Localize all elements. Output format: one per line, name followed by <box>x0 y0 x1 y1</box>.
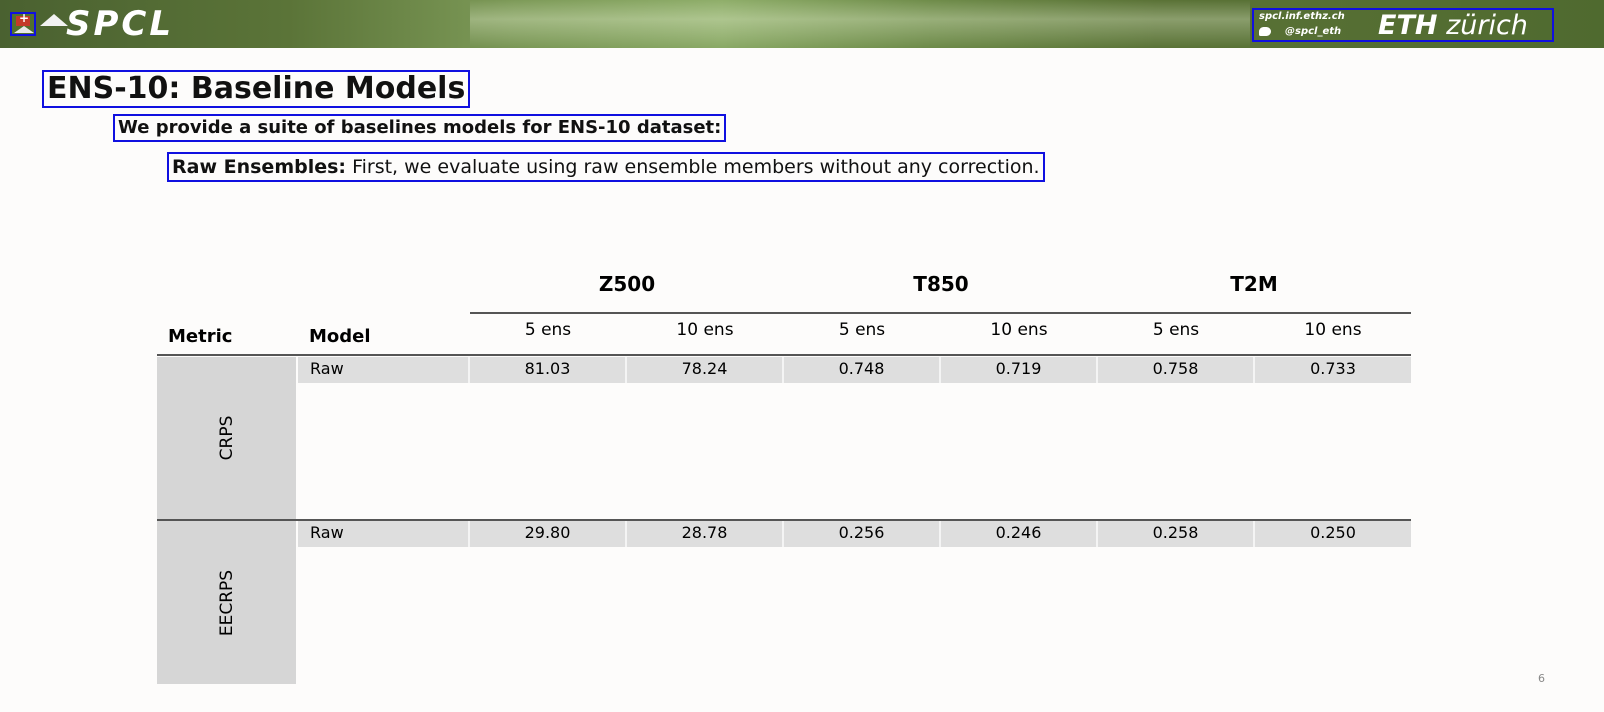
metric-cell-eecrps: EECRPS <box>157 521 296 684</box>
group-header-z500: Z500 <box>598 272 656 296</box>
value-cell: 28.78 <box>627 521 784 547</box>
twitter-icon <box>1259 26 1271 36</box>
value-cell: 0.250 <box>1310 523 1356 542</box>
twitter-handle-row: @spcl_eth <box>1259 26 1341 37</box>
metric-label: EECRPS <box>216 569 237 636</box>
top-rule <box>157 354 1411 356</box>
block-separator-rule <box>157 519 1411 521</box>
bullet-intro: We provide a suite of baselines models f… <box>113 114 727 142</box>
value-cell: 0.758 <box>1098 357 1255 383</box>
metric-label: CRPS <box>216 415 237 461</box>
swiss-flag-icon[interactable] <box>10 11 36 36</box>
value-cell: 81.03 <box>470 357 627 383</box>
eth-zurich-logo: ETH zürich <box>1378 10 1528 41</box>
table-row: Raw 29.80 28.78 0.256 0.246 0.258 0.250 <box>298 521 1411 547</box>
subcol-header: 5 ens <box>524 320 572 340</box>
value-cell: 29.80 <box>470 521 627 547</box>
value-cell: 0.258 <box>1098 521 1255 547</box>
group-header-t2m: T2M <box>1230 272 1278 296</box>
value-cell: 0.733 <box>1310 359 1356 378</box>
subcol-header: 5 ens <box>1152 320 1200 340</box>
header-banner: SPCL spcl.inf.ethz.ch @spcl_eth ETH züri… <box>0 0 1604 48</box>
page-number: 6 <box>1538 672 1545 685</box>
subcol-header: 10 ens <box>676 320 734 340</box>
subcol-header: 10 ens <box>1304 320 1362 340</box>
group-header-t850: T850 <box>913 272 969 296</box>
value-cell: 0.246 <box>941 521 1098 547</box>
bullet-raw-ensembles: Raw Ensembles: First, we evaluate using … <box>167 152 1045 182</box>
model-cell: Raw <box>298 357 470 383</box>
table-row: Raw 81.03 78.24 0.748 0.719 0.758 0.733 <box>298 357 1411 383</box>
spcl-logo-text: SPCL <box>66 4 175 44</box>
eth-branding[interactable]: spcl.inf.ethz.ch @spcl_eth ETH zürich <box>1252 8 1554 42</box>
subcol-header: 5 ens <box>838 320 886 340</box>
slide-title: ENS-10: Baseline Models <box>42 70 471 108</box>
bullet-raw-ensembles-label: Raw Ensembles: <box>172 156 347 178</box>
results-table: Z500 T850 T2M 5 ens 10 ens 5 ens 10 ens … <box>157 268 1411 688</box>
metric-cell-crps: CRPS <box>157 357 296 519</box>
value-cell: 0.719 <box>941 357 1098 383</box>
bullet-raw-ensembles-text: First, we evaluate using raw ensemble me… <box>346 156 1040 178</box>
subcol-header: 10 ens <box>990 320 1048 340</box>
twitter-handle: @spcl_eth <box>1285 26 1342 37</box>
banner-mountain-image <box>470 0 1250 48</box>
model-column-header: Model <box>309 326 371 347</box>
mountain-icon <box>40 14 68 26</box>
value-cell: 78.24 <box>627 357 784 383</box>
model-cell: Raw <box>298 521 470 547</box>
header-rule <box>470 312 1411 314</box>
metric-column-header: Metric <box>168 326 233 347</box>
lab-url: spcl.inf.ethz.ch <box>1259 11 1345 22</box>
value-cell: 0.748 <box>784 357 941 383</box>
value-cell: 0.256 <box>784 521 941 547</box>
